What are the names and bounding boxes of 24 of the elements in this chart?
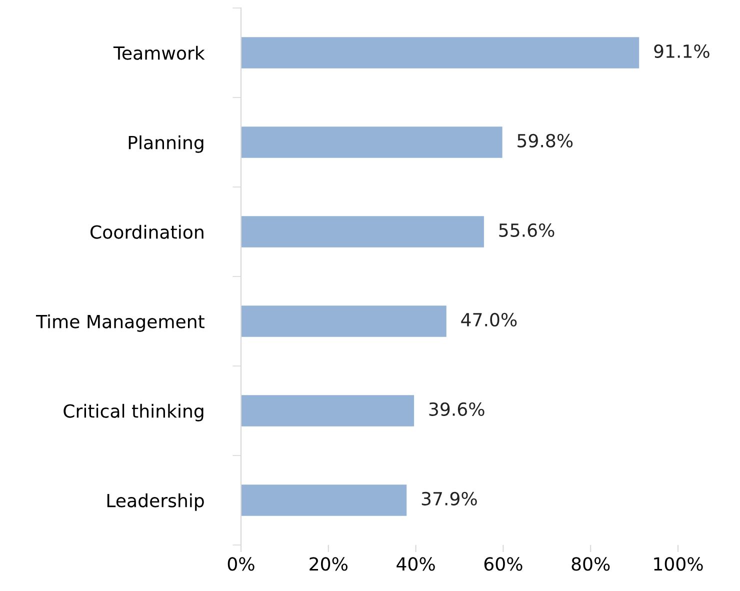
bar	[241, 306, 446, 337]
bar	[241, 216, 484, 248]
y-tick-label: Teamwork	[113, 46, 205, 60]
data-label: 59.8%	[518, 134, 573, 148]
y-tick-label: Leadership	[107, 493, 204, 511]
y-tick-label: Coordination	[90, 224, 204, 239]
x-tick-label: 100%	[654, 557, 703, 571]
data-label: 39.6%	[429, 402, 484, 416]
y-tick-label: Planning	[128, 135, 204, 153]
y-tick-label: Time Management	[36, 314, 204, 332]
bar	[241, 484, 407, 516]
x-tick-label: 0%	[228, 557, 254, 571]
data-label: 91.1%	[654, 44, 710, 58]
bar	[241, 126, 502, 158]
data-label: 37.9%	[422, 492, 477, 506]
x-tick-label: 80%	[572, 557, 610, 571]
y-tick-label: Critical thinking	[64, 404, 204, 422]
x-tick-label: 20%	[310, 557, 348, 571]
data-label: 55.6%	[499, 223, 554, 237]
bar	[241, 37, 640, 68]
data-label: 47.0%	[461, 312, 517, 326]
x-tick-label: 60%	[484, 557, 522, 571]
bar	[241, 395, 414, 426]
x-tick-label: 40%	[396, 557, 435, 571]
